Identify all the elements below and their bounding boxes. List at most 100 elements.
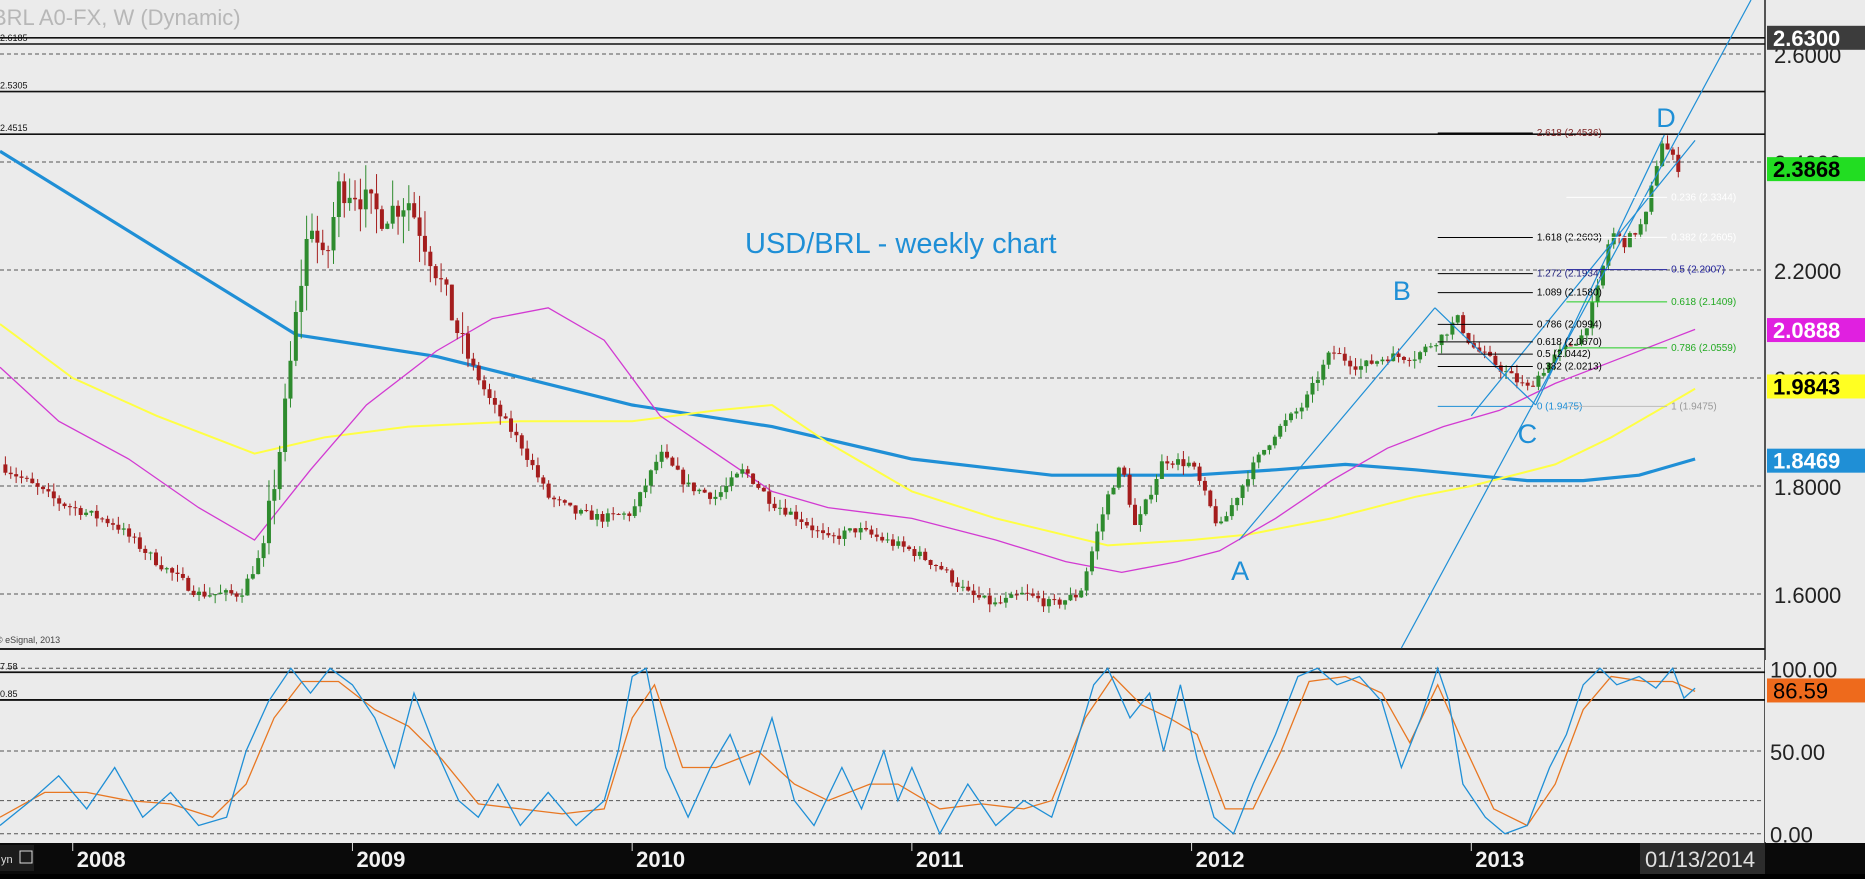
candle-body bbox=[578, 510, 583, 514]
fib-retracement-label: 1.618 (2.2603) bbox=[1537, 232, 1602, 243]
candle-body bbox=[1434, 345, 1439, 347]
fib-extension-label: 0.5 (2.2007) bbox=[1671, 265, 1725, 276]
candle-body bbox=[277, 451, 282, 490]
candle-body bbox=[261, 543, 266, 559]
candle-body bbox=[51, 491, 56, 499]
candle-body bbox=[535, 465, 540, 478]
price-marker-label: 1.8469 bbox=[1773, 449, 1840, 474]
candle-body bbox=[686, 482, 691, 485]
candle-body bbox=[923, 551, 928, 561]
candle-body bbox=[546, 483, 551, 498]
candle-body bbox=[1649, 185, 1654, 212]
fib-retracement-label: 2.618 (2.4536) bbox=[1537, 128, 1602, 139]
candle-body bbox=[977, 595, 982, 598]
candle-body bbox=[1310, 382, 1315, 395]
candle-body bbox=[589, 510, 594, 520]
candle-body bbox=[1084, 571, 1089, 591]
candle-body bbox=[1547, 363, 1552, 373]
candle-body bbox=[379, 209, 384, 229]
candle-body bbox=[406, 203, 411, 211]
candle-body bbox=[1407, 359, 1412, 361]
stochastic-tick-label: 0.00 bbox=[1770, 823, 1813, 848]
candle-body bbox=[180, 573, 185, 578]
candle-body bbox=[1154, 478, 1159, 495]
candle-body bbox=[557, 499, 562, 501]
candle-body bbox=[164, 568, 169, 570]
candle-body bbox=[1278, 425, 1283, 437]
trend-line bbox=[1400, 0, 1752, 649]
candle-body bbox=[186, 577, 191, 591]
candle-body bbox=[1089, 551, 1094, 572]
candle-body bbox=[1046, 599, 1051, 607]
candle-body bbox=[928, 560, 933, 565]
candle-body bbox=[476, 365, 481, 381]
time-tick-label: 2013 bbox=[1475, 847, 1524, 872]
toolbar-tab-label[interactable]: yn bbox=[1, 854, 13, 866]
candle-body bbox=[998, 602, 1003, 604]
candle-body bbox=[632, 506, 637, 516]
candle-body bbox=[616, 513, 621, 515]
stochastic-current-label: 86.59 bbox=[1773, 678, 1828, 703]
candle-body bbox=[256, 558, 261, 575]
candle-body bbox=[320, 242, 325, 251]
stochastic-tick-label: 100.00 bbox=[1770, 657, 1837, 682]
candle-body bbox=[1450, 322, 1455, 335]
candle-body bbox=[234, 593, 239, 597]
candle-body bbox=[1504, 371, 1509, 373]
candle-body bbox=[659, 451, 664, 462]
trend-line bbox=[1470, 140, 1696, 417]
candle-body bbox=[761, 487, 766, 492]
candle-body bbox=[401, 210, 406, 217]
candle-body bbox=[1181, 459, 1186, 467]
candle-body bbox=[1030, 593, 1035, 596]
candle-body bbox=[858, 527, 863, 533]
candle-body bbox=[562, 500, 567, 503]
candle-body bbox=[842, 530, 847, 539]
candle-body bbox=[1229, 505, 1234, 517]
candle-body bbox=[810, 525, 815, 531]
toolbar-tab[interactable] bbox=[0, 845, 34, 871]
stochastic-k-line bbox=[0, 666, 1696, 836]
candle-body bbox=[783, 507, 788, 515]
candle-body bbox=[901, 541, 906, 547]
window-toggle-icon[interactable] bbox=[19, 850, 33, 864]
time-tick-label: 2012 bbox=[1196, 847, 1245, 872]
candle-body bbox=[159, 565, 164, 570]
current-date-label: 01/13/2014 bbox=[1645, 847, 1755, 872]
stochastic-level-label: 0.85 bbox=[0, 689, 18, 699]
candle-body bbox=[509, 418, 514, 432]
candle-body bbox=[1326, 352, 1331, 365]
candle-body bbox=[993, 602, 998, 605]
candle-body bbox=[1423, 346, 1428, 353]
candle-body bbox=[1079, 590, 1084, 598]
candle-body bbox=[1186, 462, 1191, 467]
candle-body bbox=[121, 528, 126, 530]
abcd-point-label: C bbox=[1518, 419, 1538, 449]
candle-body bbox=[525, 448, 530, 460]
candle-body bbox=[1267, 445, 1272, 450]
candle-body bbox=[331, 217, 336, 251]
candle-body bbox=[1531, 385, 1536, 387]
candle-body bbox=[1568, 345, 1573, 347]
candle-body bbox=[1251, 462, 1256, 480]
candle-body bbox=[756, 483, 761, 488]
candle-body bbox=[293, 311, 298, 361]
candle-body bbox=[116, 524, 121, 530]
candle-body bbox=[1380, 359, 1385, 362]
abcd-point-label: B bbox=[1393, 276, 1411, 306]
candle-body bbox=[1332, 352, 1337, 354]
candle-body bbox=[1127, 474, 1132, 505]
candle-body bbox=[207, 595, 212, 597]
candle-body bbox=[153, 552, 158, 566]
candle-body bbox=[73, 507, 78, 509]
candle-body bbox=[240, 595, 245, 597]
candle-body bbox=[229, 590, 234, 594]
candle-body bbox=[864, 527, 869, 530]
candle-body bbox=[552, 497, 557, 500]
candle-body bbox=[665, 451, 670, 458]
candle-body bbox=[1235, 497, 1240, 506]
candle-body bbox=[1138, 514, 1143, 525]
price-marker-label: 2.6300 bbox=[1773, 26, 1840, 51]
